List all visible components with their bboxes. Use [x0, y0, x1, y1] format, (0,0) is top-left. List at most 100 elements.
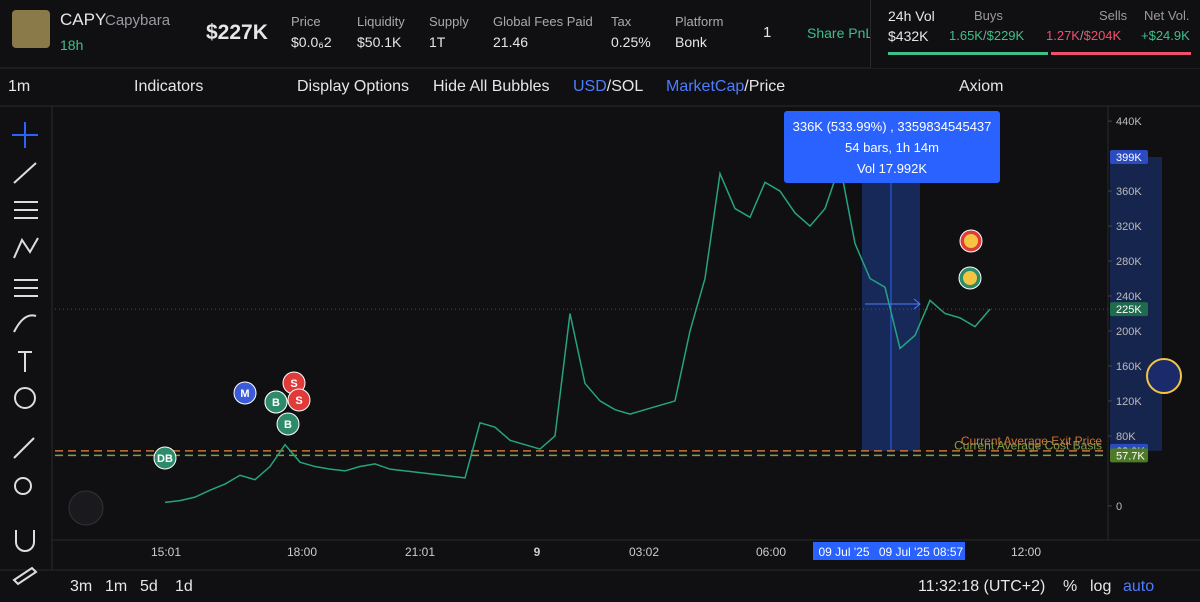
slash: / — [982, 28, 987, 43]
hide-bubbles[interactable]: Hide All Bubbles — [433, 78, 550, 95]
x-tick-label: 9 — [534, 545, 541, 559]
sell-bar — [1051, 52, 1191, 55]
y-tick-label: 200K — [1116, 326, 1142, 338]
y-tick-label: 120K — [1116, 396, 1142, 408]
level-label: 57.7K — [1116, 450, 1145, 462]
avatar — [12, 10, 50, 48]
x-sel-end: 09 Jul '25 08:57 — [879, 545, 964, 559]
ticker: CAPY — [60, 10, 107, 29]
buys-count: 1.65K — [949, 28, 983, 43]
volume-panel: 24h Vol $432K Buys 1.65K/$229K Sells 1.2… — [870, 0, 1200, 68]
x-tick-label: 12:00 — [1011, 545, 1041, 559]
display-options[interactable]: Display Options — [297, 78, 410, 95]
layout[interactable]: Axiom — [959, 78, 1004, 95]
level-note: Current Average Cost Basis — [954, 438, 1102, 452]
bubble-label: B — [272, 397, 280, 409]
level-tag — [1110, 149, 1148, 164]
share-button[interactable]: Share PnL — [807, 25, 874, 41]
y-tick-label: 240K — [1116, 291, 1142, 303]
stat-label: Price — [291, 14, 321, 29]
currency-b: SOL — [611, 78, 644, 95]
net-value: +$24.9K — [1141, 28, 1190, 43]
y-tick-label: 360K — [1116, 186, 1142, 198]
trade-bubble — [287, 388, 311, 412]
x-tick-label: 15:01 — [151, 545, 181, 559]
stat-value: 21.46 — [493, 34, 529, 50]
emoji-face — [963, 271, 977, 285]
slash: / — [606, 78, 612, 95]
emoji-face — [964, 234, 978, 248]
market-cap: $227K — [206, 21, 268, 44]
y-tick-label: 320K — [1116, 221, 1142, 233]
vol-value: $432K — [888, 28, 929, 44]
buys-label: Buys — [974, 8, 1003, 23]
tooltip — [784, 111, 1000, 183]
logo — [68, 490, 104, 526]
x-tick-label: 21:01 — [405, 545, 435, 559]
bubble-label: S — [290, 378, 297, 390]
range[interactable]: 1m — [105, 578, 128, 595]
buy-bar — [888, 52, 1048, 55]
sells-count: 1.27K — [1046, 28, 1080, 43]
avatar-bubble — [1146, 358, 1182, 394]
metric-toggle[interactable]: MarketCap/Price — [666, 78, 785, 96]
percent[interactable]: % — [1063, 578, 1078, 595]
sells: 1.27K/$204K — [1046, 28, 1121, 43]
level-note: Current Average Exit Price — [961, 434, 1103, 448]
slash: / — [1079, 28, 1084, 43]
interval[interactable]: 1m — [8, 78, 31, 95]
currency-toggle[interactable]: USD/SOL — [573, 78, 643, 96]
stat-label: Platform — [675, 14, 724, 29]
metric-b: Price — [748, 78, 786, 95]
y-tick-label: 0 — [1116, 501, 1122, 513]
buys-value: $229K — [986, 28, 1025, 43]
metric-a: MarketCap — [666, 78, 745, 95]
trade-bubble — [233, 381, 257, 405]
x-highlight — [813, 542, 965, 560]
stat-label: Liquidity — [357, 14, 405, 29]
side-tools[interactable] — [12, 122, 39, 586]
arrow — [865, 298, 921, 310]
range[interactable]: 1d — [175, 578, 193, 595]
log[interactable]: log — [1090, 578, 1112, 595]
trade-bubble — [264, 390, 288, 414]
buys: 1.65K/$229K — [949, 28, 1024, 43]
clock: 11:32:18 (UTC+2) — [918, 578, 1046, 595]
x-tick-label: 03:02 — [629, 545, 659, 559]
x-tick-label: 06:00 — [756, 545, 786, 559]
bubble-label: M — [240, 388, 249, 400]
x-sel-start: 09 Jul '25 — [819, 545, 870, 559]
auto[interactable]: auto — [1123, 578, 1155, 595]
stat-value: 1T — [429, 34, 446, 50]
range[interactable]: 5d — [140, 578, 158, 595]
tooltip-line: 54 bars, 1h 14m — [845, 140, 939, 155]
tooltip-line: 336K (533.99%) , 3359834545437 — [793, 119, 992, 134]
x-tick-label: 18:00 — [287, 545, 317, 559]
price-line — [164, 161, 991, 504]
stat-value: $50.1K — [357, 34, 402, 50]
tooltip-line: Vol 17.992K — [857, 161, 927, 176]
slash: / — [744, 78, 749, 95]
indicators[interactable]: Indicators — [134, 78, 204, 95]
stat-label: Supply — [429, 14, 469, 29]
token-name: Capybara — [105, 12, 171, 29]
net-label: Net Vol. — [1144, 8, 1190, 23]
bubble-label: B — [284, 419, 292, 431]
bubble-label: DB — [157, 453, 173, 465]
bubble-label: S — [295, 395, 302, 407]
age: 18h — [60, 37, 84, 53]
stat-label: Global Fees Paid — [493, 14, 593, 29]
vol-title: 24h Vol — [888, 8, 935, 24]
trade-bubble — [276, 412, 300, 436]
y-tick-label: 440K — [1116, 116, 1142, 128]
level-label: 225K — [1116, 304, 1142, 316]
sells-value: $204K — [1083, 28, 1122, 43]
stat-value: $0.0₆2 — [291, 34, 332, 50]
trade-bubble — [153, 446, 177, 470]
range[interactable]: 3m — [70, 578, 93, 595]
currency-a: USD — [573, 78, 607, 95]
sells-label: Sells — [1099, 8, 1128, 23]
